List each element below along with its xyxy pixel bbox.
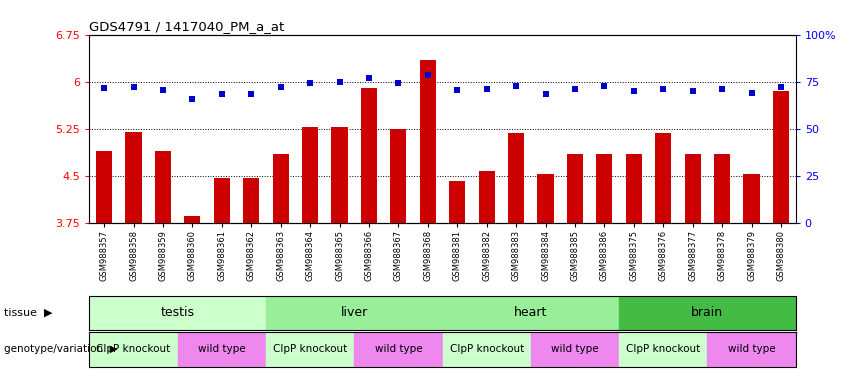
- Text: heart: heart: [514, 306, 547, 319]
- Bar: [361, 88, 377, 223]
- Text: ClpP knockout: ClpP knockout: [626, 344, 700, 354]
- Bar: [243, 177, 260, 223]
- Bar: [443, 332, 531, 367]
- Bar: [420, 60, 436, 223]
- Bar: [125, 132, 141, 223]
- Bar: [96, 151, 112, 223]
- Bar: [619, 296, 796, 330]
- Bar: [684, 154, 700, 223]
- Text: ClpP knockout: ClpP knockout: [449, 344, 524, 354]
- Bar: [443, 296, 619, 330]
- Bar: [744, 174, 760, 223]
- Bar: [185, 217, 201, 223]
- Bar: [89, 296, 266, 330]
- Bar: [272, 154, 288, 223]
- Text: GDS4791 / 1417040_PM_a_at: GDS4791 / 1417040_PM_a_at: [89, 20, 284, 33]
- Bar: [89, 332, 178, 367]
- Text: testis: testis: [161, 306, 195, 319]
- Text: ClpP knockout: ClpP knockout: [273, 344, 347, 354]
- Bar: [391, 129, 407, 223]
- Text: liver: liver: [340, 306, 368, 319]
- Bar: [567, 154, 583, 223]
- Bar: [449, 181, 465, 223]
- Bar: [354, 332, 443, 367]
- Bar: [178, 332, 266, 367]
- Text: wild type: wild type: [551, 344, 599, 354]
- Bar: [214, 177, 230, 223]
- Text: genotype/variation  ▶: genotype/variation ▶: [4, 344, 118, 354]
- Bar: [531, 332, 619, 367]
- Bar: [707, 332, 796, 367]
- Text: brain: brain: [691, 306, 723, 319]
- Bar: [625, 154, 642, 223]
- Bar: [773, 91, 789, 223]
- Bar: [538, 174, 554, 223]
- Text: wild type: wild type: [198, 344, 246, 354]
- Bar: [619, 332, 707, 367]
- Text: wild type: wild type: [374, 344, 422, 354]
- Text: tissue  ▶: tissue ▶: [4, 308, 53, 318]
- Bar: [714, 154, 730, 223]
- Bar: [655, 133, 671, 223]
- Bar: [331, 127, 347, 223]
- Bar: [266, 296, 443, 330]
- Text: wild type: wild type: [728, 344, 775, 354]
- Bar: [597, 154, 613, 223]
- Bar: [478, 171, 494, 223]
- Text: ClpP knockout: ClpP knockout: [96, 344, 171, 354]
- Bar: [155, 151, 171, 223]
- Bar: [302, 127, 318, 223]
- Bar: [508, 133, 524, 223]
- Bar: [266, 332, 354, 367]
